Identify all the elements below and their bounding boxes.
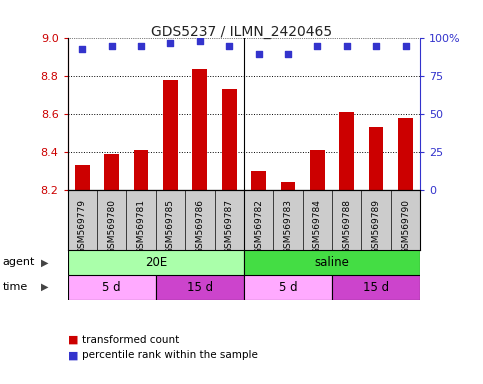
Text: percentile rank within the sample: percentile rank within the sample: [82, 350, 258, 360]
Bar: [68, 275, 156, 300]
Text: GSM569789: GSM569789: [371, 199, 381, 254]
Text: GSM569782: GSM569782: [254, 199, 263, 253]
Text: transformed count: transformed count: [82, 335, 179, 345]
Point: [372, 43, 380, 49]
Point: [196, 38, 204, 45]
Bar: [340, 112, 354, 190]
Bar: [251, 170, 266, 190]
Bar: [222, 89, 237, 190]
Bar: [163, 80, 178, 190]
Bar: [193, 69, 207, 190]
Text: 5 d: 5 d: [102, 281, 121, 294]
Bar: [156, 275, 244, 300]
Text: GSM569786: GSM569786: [195, 199, 204, 254]
Text: GSM569790: GSM569790: [401, 199, 410, 254]
Text: GSM569787: GSM569787: [225, 199, 234, 254]
Text: GSM569788: GSM569788: [342, 199, 351, 254]
Point: [313, 43, 321, 49]
Bar: [104, 154, 119, 190]
Bar: [398, 118, 413, 190]
Text: ▶: ▶: [41, 282, 49, 292]
Point: [343, 43, 351, 49]
Bar: [281, 182, 295, 190]
Point: [108, 43, 115, 49]
Text: GSM569783: GSM569783: [284, 199, 293, 254]
Point: [137, 43, 145, 49]
Text: ■: ■: [68, 335, 78, 345]
Text: GSM569780: GSM569780: [107, 199, 116, 254]
Text: time: time: [2, 282, 28, 292]
Point: [402, 43, 410, 49]
Bar: [68, 250, 244, 275]
Text: GSM569781: GSM569781: [137, 199, 145, 254]
Point: [167, 40, 174, 46]
Bar: [369, 127, 384, 190]
Text: ■: ■: [68, 350, 78, 360]
Point: [78, 46, 86, 52]
Point: [255, 50, 262, 56]
Text: 5 d: 5 d: [279, 281, 298, 294]
Text: GSM569784: GSM569784: [313, 199, 322, 253]
Bar: [134, 150, 148, 190]
Point: [284, 50, 292, 56]
Text: ▶: ▶: [41, 257, 49, 267]
Text: 15 d: 15 d: [187, 281, 213, 294]
Text: GSM569785: GSM569785: [166, 199, 175, 254]
Text: 15 d: 15 d: [363, 281, 389, 294]
Bar: [244, 275, 332, 300]
Text: saline: saline: [314, 256, 350, 269]
Bar: [310, 150, 325, 190]
Bar: [244, 250, 420, 275]
Bar: [332, 275, 420, 300]
Text: 20E: 20E: [144, 256, 167, 269]
Text: agent: agent: [2, 257, 35, 267]
Bar: [75, 165, 90, 190]
Text: GSM569779: GSM569779: [78, 199, 87, 254]
Text: GDS5237 / ILMN_2420465: GDS5237 / ILMN_2420465: [151, 25, 332, 39]
Point: [226, 43, 233, 49]
